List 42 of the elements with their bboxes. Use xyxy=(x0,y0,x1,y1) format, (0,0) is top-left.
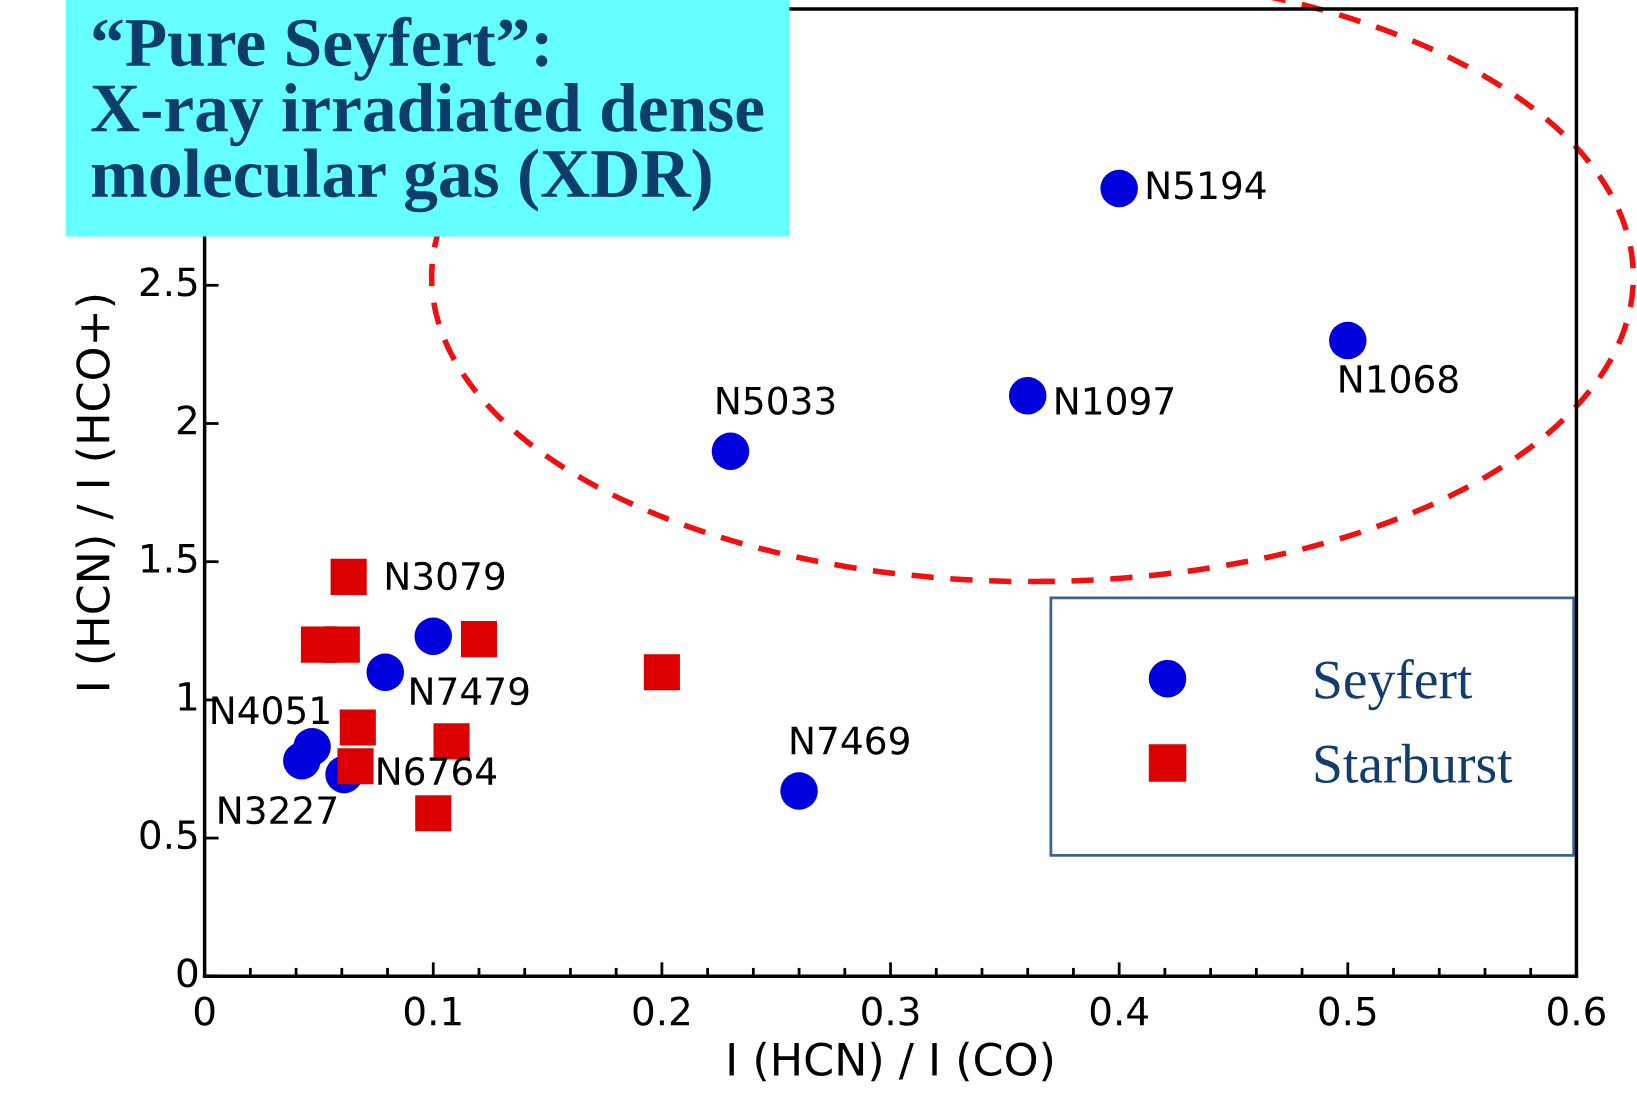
point xyxy=(323,626,360,663)
y-tick-label: 2.5 xyxy=(140,267,197,297)
x-tick-label: 0.6 xyxy=(1548,996,1605,1026)
x-tick-label: 0.1 xyxy=(404,996,461,1026)
annotation: N5194 xyxy=(1147,171,1266,200)
y-tick-label: 1.5 xyxy=(142,544,197,573)
x-tick-label: 0.4 xyxy=(1090,996,1148,1026)
y-axis-title: I (HCN) / I (HCO+) xyxy=(75,295,116,689)
point xyxy=(366,653,404,691)
legend-label: Starburst xyxy=(1315,743,1513,783)
annotation: N3079 xyxy=(386,561,505,591)
point xyxy=(339,709,376,746)
y-tick-label: 0.5 xyxy=(140,819,197,850)
legend-label: Seyfert xyxy=(1315,659,1473,711)
point xyxy=(643,654,680,691)
annotation: N1068 xyxy=(1340,364,1458,394)
point xyxy=(414,617,453,656)
annotation: N1097 xyxy=(1056,386,1173,416)
annotation: N6764 xyxy=(378,757,497,786)
point xyxy=(330,558,367,595)
point xyxy=(780,772,818,810)
x-axis-title: I (HCN) / I (CO) xyxy=(729,1041,1053,1082)
x-tick-label: 0.2 xyxy=(633,996,689,1026)
x-tick-label: 0.5 xyxy=(1319,996,1376,1026)
annotation: N4051 xyxy=(212,696,329,725)
point xyxy=(460,621,498,658)
annotation: N7469 xyxy=(791,726,909,755)
y-tick-label: 0 xyxy=(177,958,198,988)
annotation: N5033 xyxy=(717,386,835,415)
point xyxy=(1008,377,1047,415)
point xyxy=(1100,169,1138,208)
text: “Pure Seyfert”: X-ray irradiated dense molecular gas (XDR) xyxy=(91,16,764,213)
y-tick-label: 1 xyxy=(179,682,197,711)
annotation: N7479 xyxy=(411,676,529,706)
x-tick-label: 0.3 xyxy=(862,996,919,1026)
annotation: N3227 xyxy=(219,795,336,825)
point xyxy=(283,741,321,780)
point xyxy=(711,432,750,470)
point xyxy=(415,795,452,832)
point xyxy=(337,748,374,785)
y-tick-label: 2 xyxy=(177,405,196,435)
point xyxy=(1329,321,1367,360)
